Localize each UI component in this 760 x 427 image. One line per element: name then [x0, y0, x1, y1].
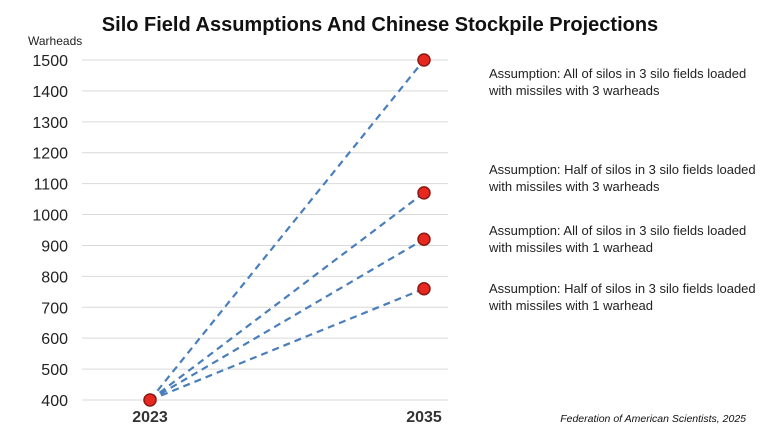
- annotation-scenario-2: Assumption: Half of silos in 3 silo fiel…: [489, 162, 756, 194]
- y-tick-label: 600: [41, 331, 68, 348]
- source-credit: Federation of American Scientists, 2025: [560, 413, 746, 425]
- data-point-2035-series-1: [417, 53, 431, 67]
- x-tick-label: 2035: [406, 409, 442, 426]
- series-line-3: [149, 238, 425, 401]
- y-tick-label: 1000: [32, 208, 68, 225]
- data-point-2023: [143, 393, 157, 407]
- data-point-2035-series-4: [417, 281, 431, 296]
- annotation-scenario-3: Assumption: All of silos in 3 silo field…: [489, 223, 747, 255]
- series-line-4: [149, 287, 425, 402]
- series-line-2: [149, 192, 425, 401]
- y-tick-label: 500: [41, 362, 68, 379]
- annotation-scenario-1: Assumption: All of silos in 3 silo field…: [489, 66, 747, 98]
- x-tick-label: 2023: [132, 409, 168, 426]
- y-tick-label: 1100: [34, 177, 69, 194]
- series-line-1: [149, 59, 425, 401]
- y-tick-label: 900: [41, 238, 68, 255]
- y-tick-label: 800: [41, 269, 68, 286]
- y-tick-label: 400: [41, 393, 68, 410]
- y-tick-label: 1300: [32, 115, 68, 132]
- y-tick-label: 1500: [32, 53, 68, 70]
- y-tick-label: 1400: [32, 84, 68, 101]
- chart-title: Silo Field Assumptions And Chinese Stock…: [101, 14, 659, 36]
- y-tick-label: 1200: [32, 146, 68, 163]
- data-point-2035-series-2: [417, 186, 431, 200]
- y-tick-label: 700: [41, 300, 68, 317]
- data-point-2035-series-3: [417, 232, 431, 247]
- annotation-scenario-4: Assumption: Half of silos in 3 silo fiel…: [489, 281, 756, 313]
- y-axis-label: Warheads: [28, 34, 83, 48]
